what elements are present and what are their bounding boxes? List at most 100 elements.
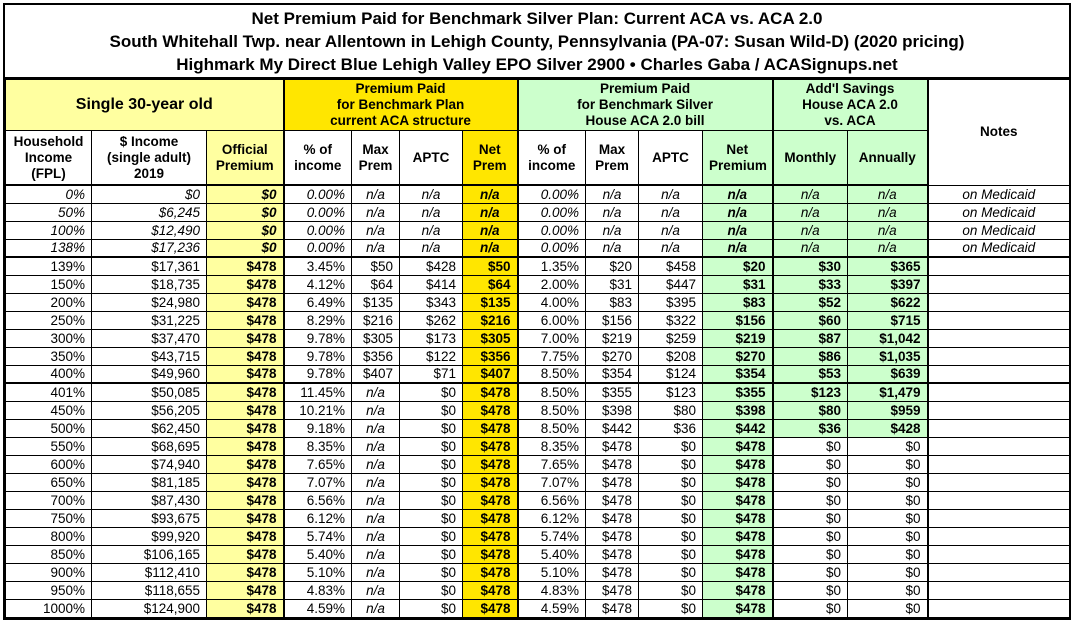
header-group-savings: Add'l Savings House ACA 2.0 vs. ACA [772,79,929,131]
cell-aca-aptc: n/a [399,202,464,222]
table-row: 750% $93,675 $478 6.12% n/a $0 $478 6.12% $478 $0… [5,508,1071,528]
cell-savings-annually: $959 [847,400,929,420]
cell-aca-pct-income: 8.35% [283,436,353,456]
cell-aca-pct-income: 3.45% [283,256,353,276]
cell-official-premium: $478 [205,472,285,492]
header-column-row: Household Income (FPL) $ Income (single … [5,130,1070,186]
cell-aca-max-prem: n/a [351,436,401,456]
table-row: 139% $17,361 $478 3.45% $50 $428 $50 1.35% $20 $4… [5,256,1071,276]
cell-aca2-max-prem: n/a [585,202,640,222]
cell-notes [927,598,1071,618]
table-row: 300% $37,470 $478 9.78% $305 $173 $305 7.00% $21… [5,328,1071,348]
cell-notes [927,364,1071,384]
cell-aca-pct-income: 9.18% [283,418,353,438]
cell-official-premium: $478 [205,526,285,546]
cell-aca-net-prem: $478 [462,508,519,528]
cell-savings-monthly: $0 [772,472,849,492]
cell-aca-pct-income: 9.78% [283,346,353,366]
cell-aca2-net-premium: $478 [702,472,774,492]
table-row: 600% $74,940 $478 7.65% n/a $0 $478 7.65% $478 $0… [5,454,1071,474]
cell-fpl: 650% [5,472,92,492]
cell-aca-max-prem: n/a [351,220,401,240]
cell-savings-annually: $1,479 [847,382,929,402]
cell-aca-aptc: $0 [399,490,464,510]
cell-income: $18,735 [91,274,207,294]
cell-aca-max-prem: n/a [351,418,401,438]
cell-fpl: 150% [5,274,92,294]
cell-notes [927,256,1071,276]
cell-aca-max-prem: n/a [351,454,401,474]
cell-notes: on Medicaid [927,238,1071,258]
cell-aca-max-prem: n/a [351,202,401,222]
cell-savings-annually: $0 [847,454,929,474]
cell-aca2-net-premium: $478 [702,598,774,618]
cell-income: $0 [91,184,207,204]
cell-notes [927,328,1071,348]
cell-official-premium: $478 [205,436,285,456]
cell-aca2-net-premium: n/a [702,220,774,240]
cell-aca2-pct-income: 1.35% [517,256,587,276]
cell-income: $62,450 [91,418,207,438]
cell-aca-max-prem: n/a [351,238,401,258]
cell-aca-pct-income: 7.07% [283,472,353,492]
cell-savings-annually: $0 [847,472,929,492]
cell-aca-max-prem: n/a [351,526,401,546]
cell-savings-annually: $1,035 [847,346,929,366]
cell-aca-net-prem: $478 [462,580,519,600]
cell-income: $17,236 [91,238,207,258]
cell-official-premium: $478 [205,490,285,510]
cell-aca-max-prem: $216 [351,310,401,330]
cell-savings-annually: n/a [847,202,929,222]
cell-fpl: 750% [5,508,92,528]
cell-aca2-net-premium: $478 [702,454,774,474]
cell-aca2-max-prem: $478 [585,508,640,528]
cell-income: $81,185 [91,472,207,492]
cell-savings-monthly: n/a [772,202,849,222]
title-line-1: Net Premium Paid for Benchmark Silver Pl… [251,9,823,28]
cell-aca-net-prem: n/a [462,238,519,258]
cell-official-premium: $0 [205,238,285,258]
table-row: 401% $50,085 $478 11.45% n/a $0 $478 8.50% $355 $… [5,382,1071,402]
cell-aca2-pct-income: 6.00% [517,310,587,330]
cell-aca2-max-prem: $478 [585,526,640,546]
cell-aca2-net-premium: n/a [702,238,774,258]
cell-aca2-pct-income: 4.00% [517,292,587,312]
cell-aca-aptc: $343 [399,292,464,312]
cell-savings-annually: $0 [847,490,929,510]
cell-notes [927,508,1071,528]
cell-aca2-max-prem: $478 [585,598,640,618]
cell-aca2-aptc: $458 [638,256,704,276]
col-header-aca-aptc: APTC [399,130,464,186]
cell-aca-pct-income: 6.49% [283,292,353,312]
cell-aca2-pct-income: 0.00% [517,202,587,222]
cell-notes [927,562,1071,582]
cell-income: $17,361 [91,256,207,276]
premium-comparison-sheet: Net Premium Paid for Benchmark Silver Pl… [3,3,1071,620]
cell-savings-annually: n/a [847,220,929,240]
cell-aca2-net-premium: $219 [702,328,774,348]
cell-aca2-net-premium: $478 [702,436,774,456]
cell-aca-aptc: $262 [399,310,464,330]
cell-income: $56,205 [91,400,207,420]
cell-aca2-pct-income: 0.00% [517,184,587,204]
cell-fpl: 900% [5,562,92,582]
cell-notes [927,526,1071,546]
cell-official-premium: $478 [205,256,285,276]
cell-fpl: 300% [5,328,92,348]
cell-aca-aptc: $0 [399,436,464,456]
cell-aca-net-prem: $478 [462,436,519,456]
cell-aca2-max-prem: $156 [585,310,640,330]
cell-aca2-max-prem: $442 [585,418,640,438]
cell-income: $31,225 [91,310,207,330]
title-line-2: South Whitehall Twp. near Allentown in L… [109,32,965,51]
cell-aca-max-prem: $407 [351,364,401,384]
cell-income: $49,960 [91,364,207,384]
cell-aca-pct-income: 4.83% [283,580,353,600]
cell-income: $87,430 [91,490,207,510]
cell-aca2-pct-income: 7.00% [517,328,587,348]
cell-aca2-max-prem: $354 [585,364,640,384]
cell-official-premium: $478 [205,364,285,384]
cell-aca2-aptc: $0 [638,490,704,510]
cell-official-premium: $478 [205,328,285,348]
cell-notes [927,472,1071,492]
